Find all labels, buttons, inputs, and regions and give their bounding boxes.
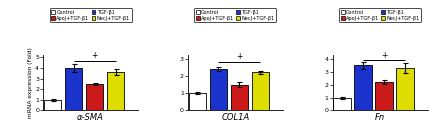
Bar [86,84,103,110]
X-axis label: COL1A: COL1A [221,113,249,122]
Bar [65,68,82,110]
Text: +: + [92,51,98,60]
Text: +: + [236,52,243,61]
Text: +: + [381,51,387,60]
Bar [375,82,393,110]
Bar [107,72,124,110]
Bar [230,84,248,110]
Y-axis label: mRNA expression (Fold): mRNA expression (Fold) [28,47,33,118]
Legend: Control, ApoJ+TGF-β1, TGF-β1, NecJ+TGF-β1: Control, ApoJ+TGF-β1, TGF-β1, NecJ+TGF-β… [339,8,421,22]
Bar [333,98,351,110]
Bar [354,65,372,110]
Bar [44,100,61,110]
Bar [189,93,206,110]
Bar [396,68,414,110]
Bar [210,69,227,110]
Legend: Control, ApoJ+TGF-β1, TGF-β1, NecJ+TGF-β1: Control, ApoJ+TGF-β1, TGF-β1, NecJ+TGF-β… [49,8,132,22]
X-axis label: α-SMA: α-SMA [77,113,104,122]
X-axis label: Fn: Fn [375,113,385,122]
Bar [252,72,269,110]
Legend: Control, ApoJ+TGF-β1, TGF-β1, NecJ+TGF-β1: Control, ApoJ+TGF-β1, TGF-β1, NecJ+TGF-β… [194,8,276,22]
